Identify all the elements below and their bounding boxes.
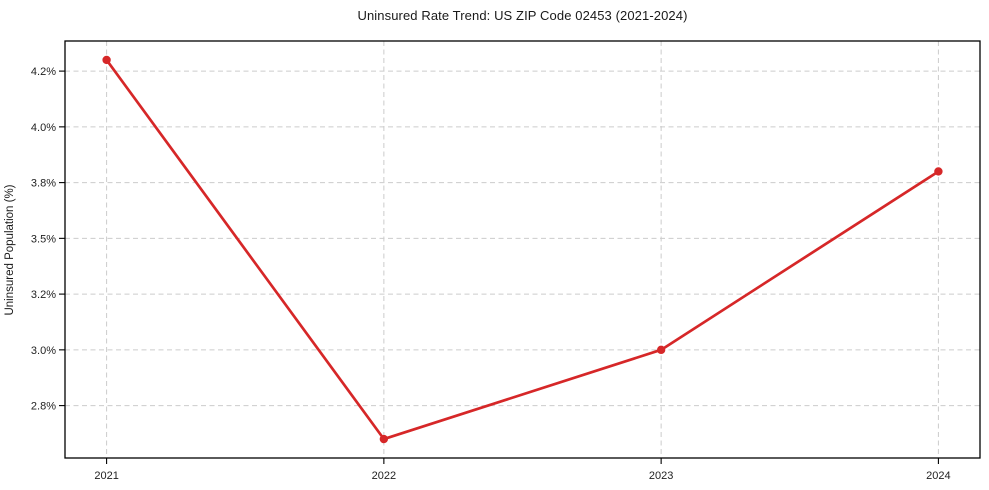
y-tick-label: 3.0% [31,345,56,357]
x-tick-label: 2024 [926,470,950,482]
x-tick-label: 2022 [372,470,396,482]
y-tick-label: 2.8% [31,401,56,413]
data-point-2023 [656,345,666,355]
y-tick-label: 3.8% [31,178,56,190]
y-tick-label: 3.2% [31,289,56,301]
data-point-2022 [379,434,389,444]
data-point-2024 [934,167,943,176]
plot-border [64,40,981,459]
y-tick-label: 4.2% [31,66,56,78]
y-tick-label: 3.5% [31,233,56,245]
x-tick-label: 2021 [94,470,118,482]
chart-title: Uninsured Rate Trend: US ZIP Code 02453 … [357,8,688,23]
trend-line [105,58,940,441]
y-tick-label: 4.0% [31,122,56,134]
data-point-2021 [102,55,111,65]
x-tick-label: 2023 [649,470,673,482]
